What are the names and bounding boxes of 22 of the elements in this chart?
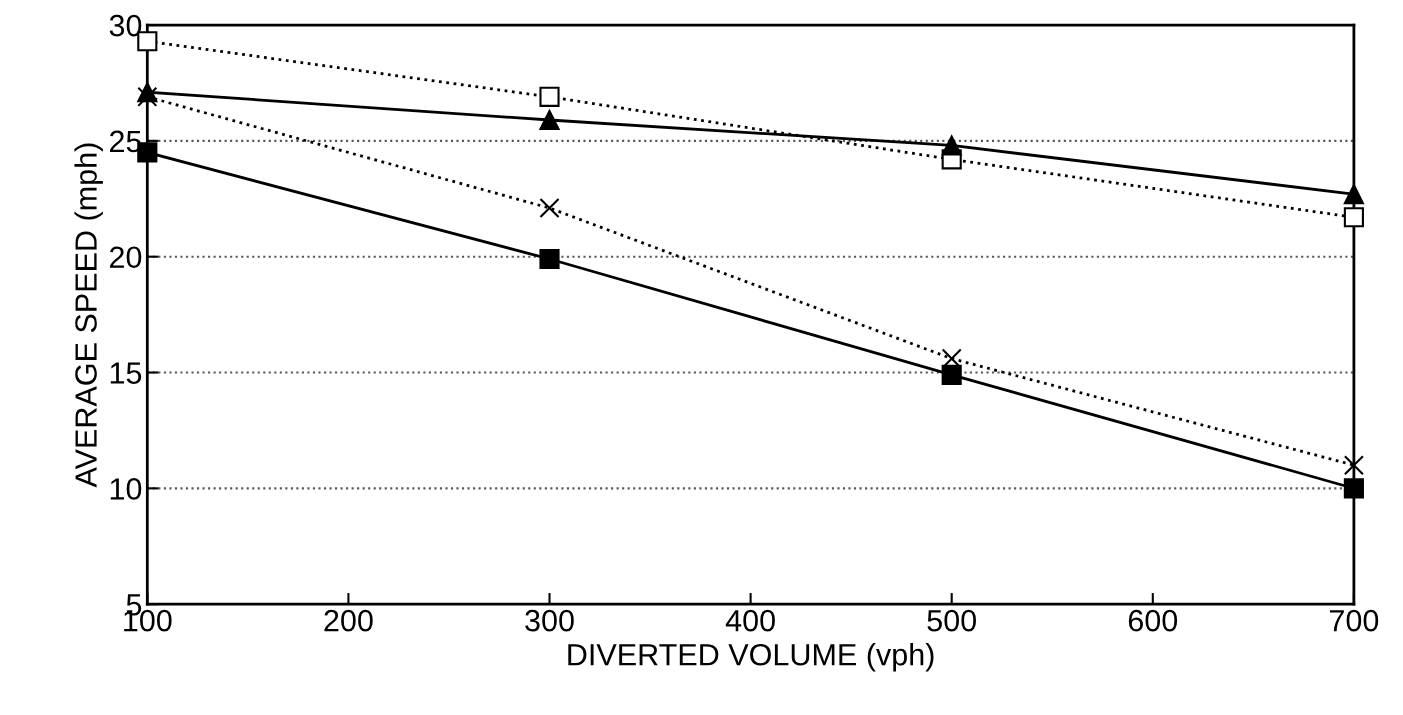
- point: [539, 197, 560, 219]
- y-tick-label: 15: [110, 362, 142, 384]
- x-tick-label: 400: [725, 609, 775, 632]
- x-tick-label: 600: [1128, 609, 1178, 632]
- point: [1343, 478, 1364, 499]
- point: [539, 248, 560, 270]
- y-axis-title: AVERAGE SPEED (mph): [74, 143, 103, 488]
- point: [539, 109, 560, 131]
- x-tick-label: 300: [525, 609, 574, 632]
- x-tick-label: 200: [324, 609, 373, 632]
- y-tick-label: 30: [109, 14, 142, 37]
- point: [1343, 455, 1364, 476]
- x-tick-label: 500: [927, 609, 976, 632]
- point: [539, 86, 560, 107]
- x-axis-title: DIVERTED VOLUME (vph): [568, 643, 934, 672]
- y-tick-label: 10: [110, 478, 142, 500]
- y-tick-label: 20: [110, 246, 142, 269]
- point: [1343, 207, 1364, 228]
- x-tick-label: 700: [1329, 609, 1379, 632]
- point: [941, 364, 962, 385]
- point: [1343, 184, 1364, 205]
- point: [941, 135, 962, 156]
